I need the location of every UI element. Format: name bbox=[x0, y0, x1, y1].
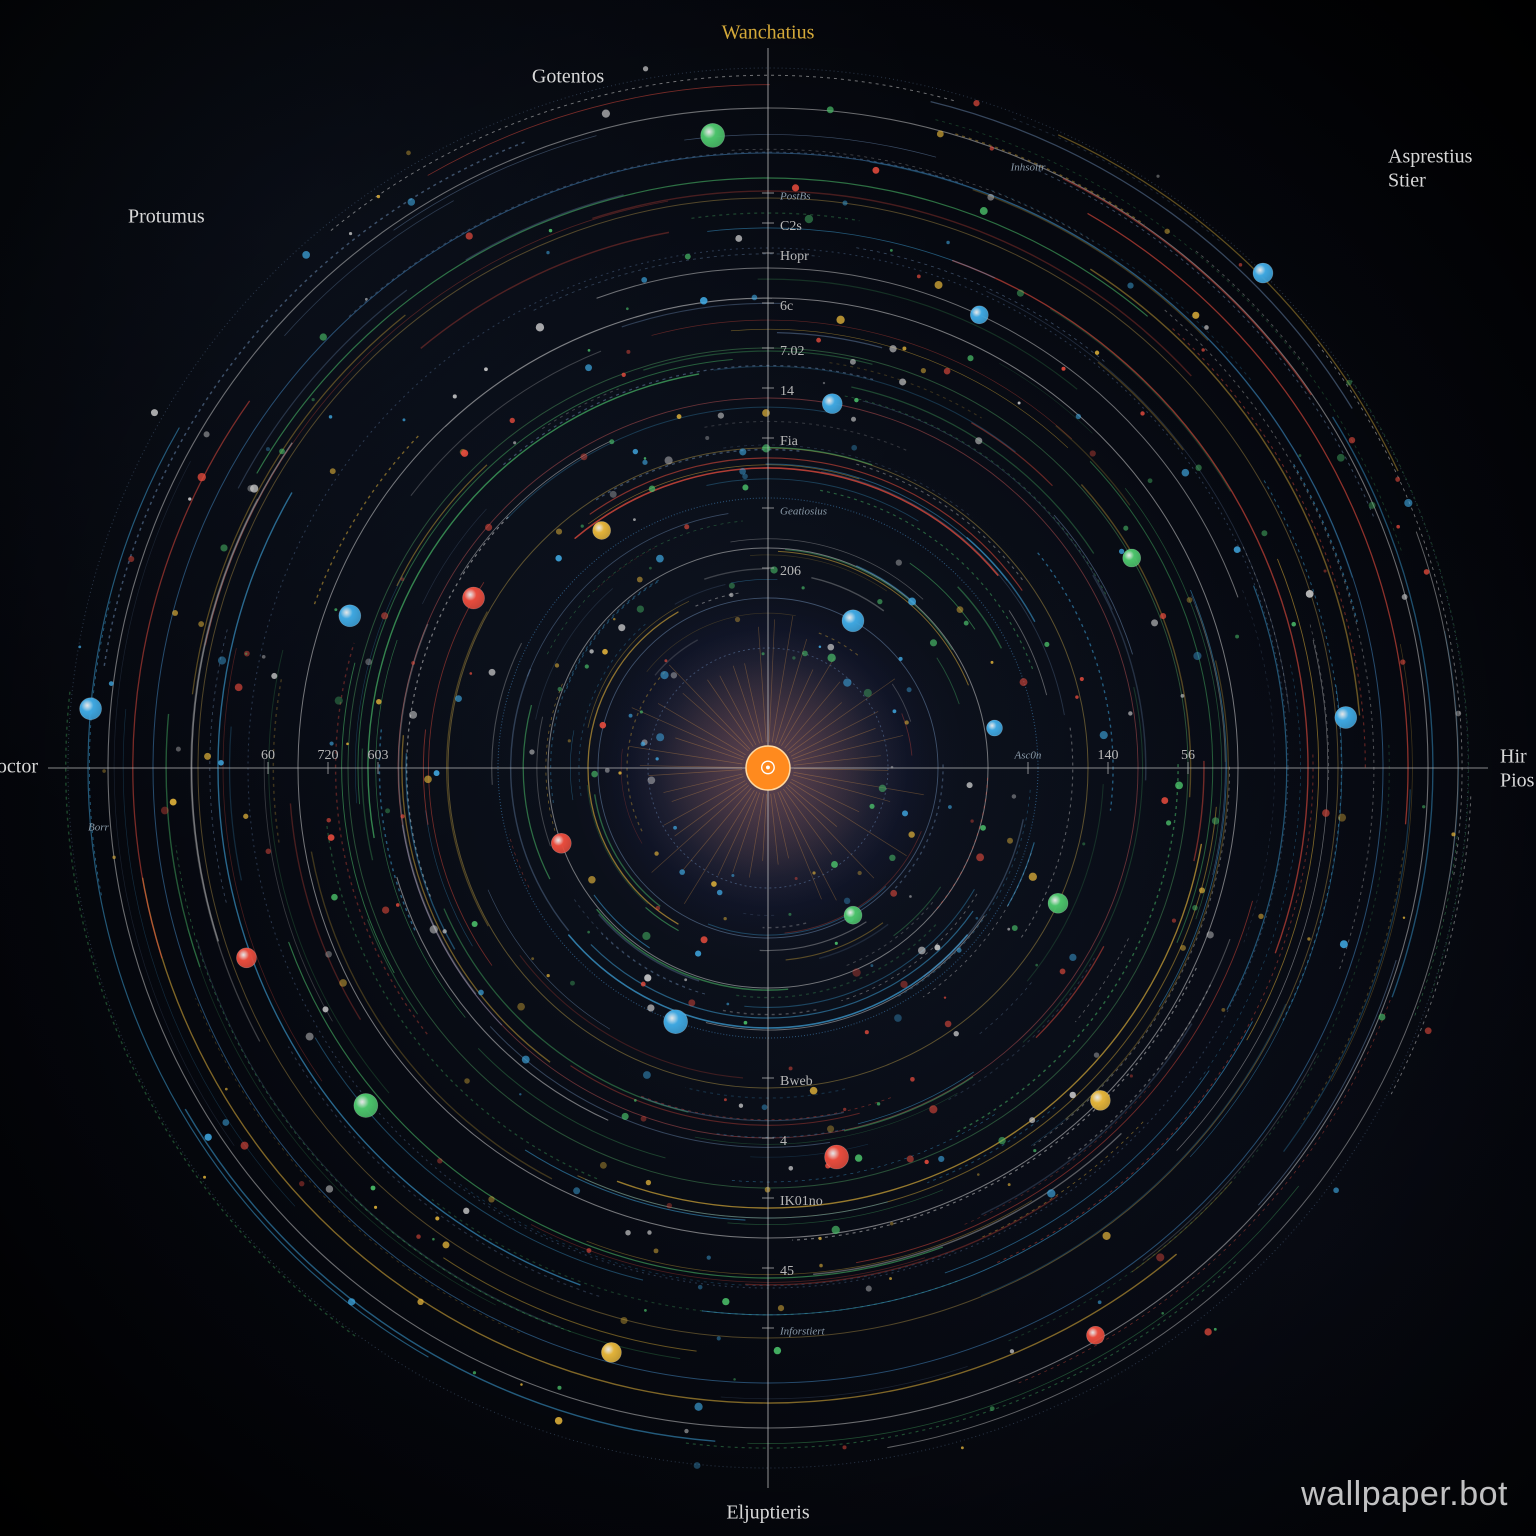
svg-text:Fia: Fia bbox=[780, 434, 799, 449]
svg-text:56: 56 bbox=[1181, 748, 1195, 763]
svg-text:Eljuptieris: Eljuptieris bbox=[726, 1502, 810, 1524]
svg-text:Inforstiert: Inforstiert bbox=[779, 1326, 826, 1338]
svg-text:Borr: Borr bbox=[88, 822, 110, 834]
svg-text:Buoctor: Buoctor bbox=[0, 756, 38, 778]
svg-text:7.02: 7.02 bbox=[780, 344, 805, 359]
svg-text:Asc0n: Asc0n bbox=[1014, 750, 1042, 762]
svg-text:C2s: C2s bbox=[780, 219, 802, 234]
svg-text:Inhsoitr: Inhsoitr bbox=[1010, 162, 1047, 174]
svg-text:14: 14 bbox=[780, 384, 794, 399]
radial-starmap-diagram: Wanchatius Eljuptieris Buoctor HirPios Aspre… bbox=[0, 0, 1536, 1536]
svg-text:Hir: Hir bbox=[1500, 746, 1527, 768]
svg-text:6c: 6c bbox=[780, 299, 793, 314]
svg-text:206: 206 bbox=[780, 564, 801, 579]
svg-text:720: 720 bbox=[318, 748, 339, 763]
svg-text:60: 60 bbox=[261, 748, 275, 763]
diagram-svg: Wanchatius Eljuptieris Buoctor HirPios Aspre… bbox=[0, 0, 1536, 1536]
svg-text:Bweb: Bweb bbox=[780, 1074, 813, 1089]
svg-text:Gotentos: Gotentos bbox=[532, 66, 604, 88]
svg-text:603: 603 bbox=[368, 748, 389, 763]
svg-text:Asprestius: Asprestius bbox=[1388, 146, 1473, 168]
svg-text:PostBs: PostBs bbox=[779, 191, 811, 203]
svg-text:Protumus: Protumus bbox=[128, 206, 205, 228]
svg-text:Geatiosius: Geatiosius bbox=[780, 506, 827, 518]
svg-text:140: 140 bbox=[1098, 748, 1119, 763]
core: ☉ bbox=[746, 746, 790, 790]
svg-text:IK01no: IK01no bbox=[780, 1194, 823, 1209]
svg-text:45: 45 bbox=[780, 1264, 794, 1279]
svg-text:4: 4 bbox=[780, 1134, 787, 1149]
svg-text:Stier: Stier bbox=[1388, 170, 1426, 192]
svg-text:Pios: Pios bbox=[1500, 770, 1535, 792]
svg-text:☉: ☉ bbox=[760, 758, 776, 778]
svg-text:Hopr: Hopr bbox=[780, 249, 809, 264]
svg-text:Wanchatius: Wanchatius bbox=[722, 22, 815, 44]
